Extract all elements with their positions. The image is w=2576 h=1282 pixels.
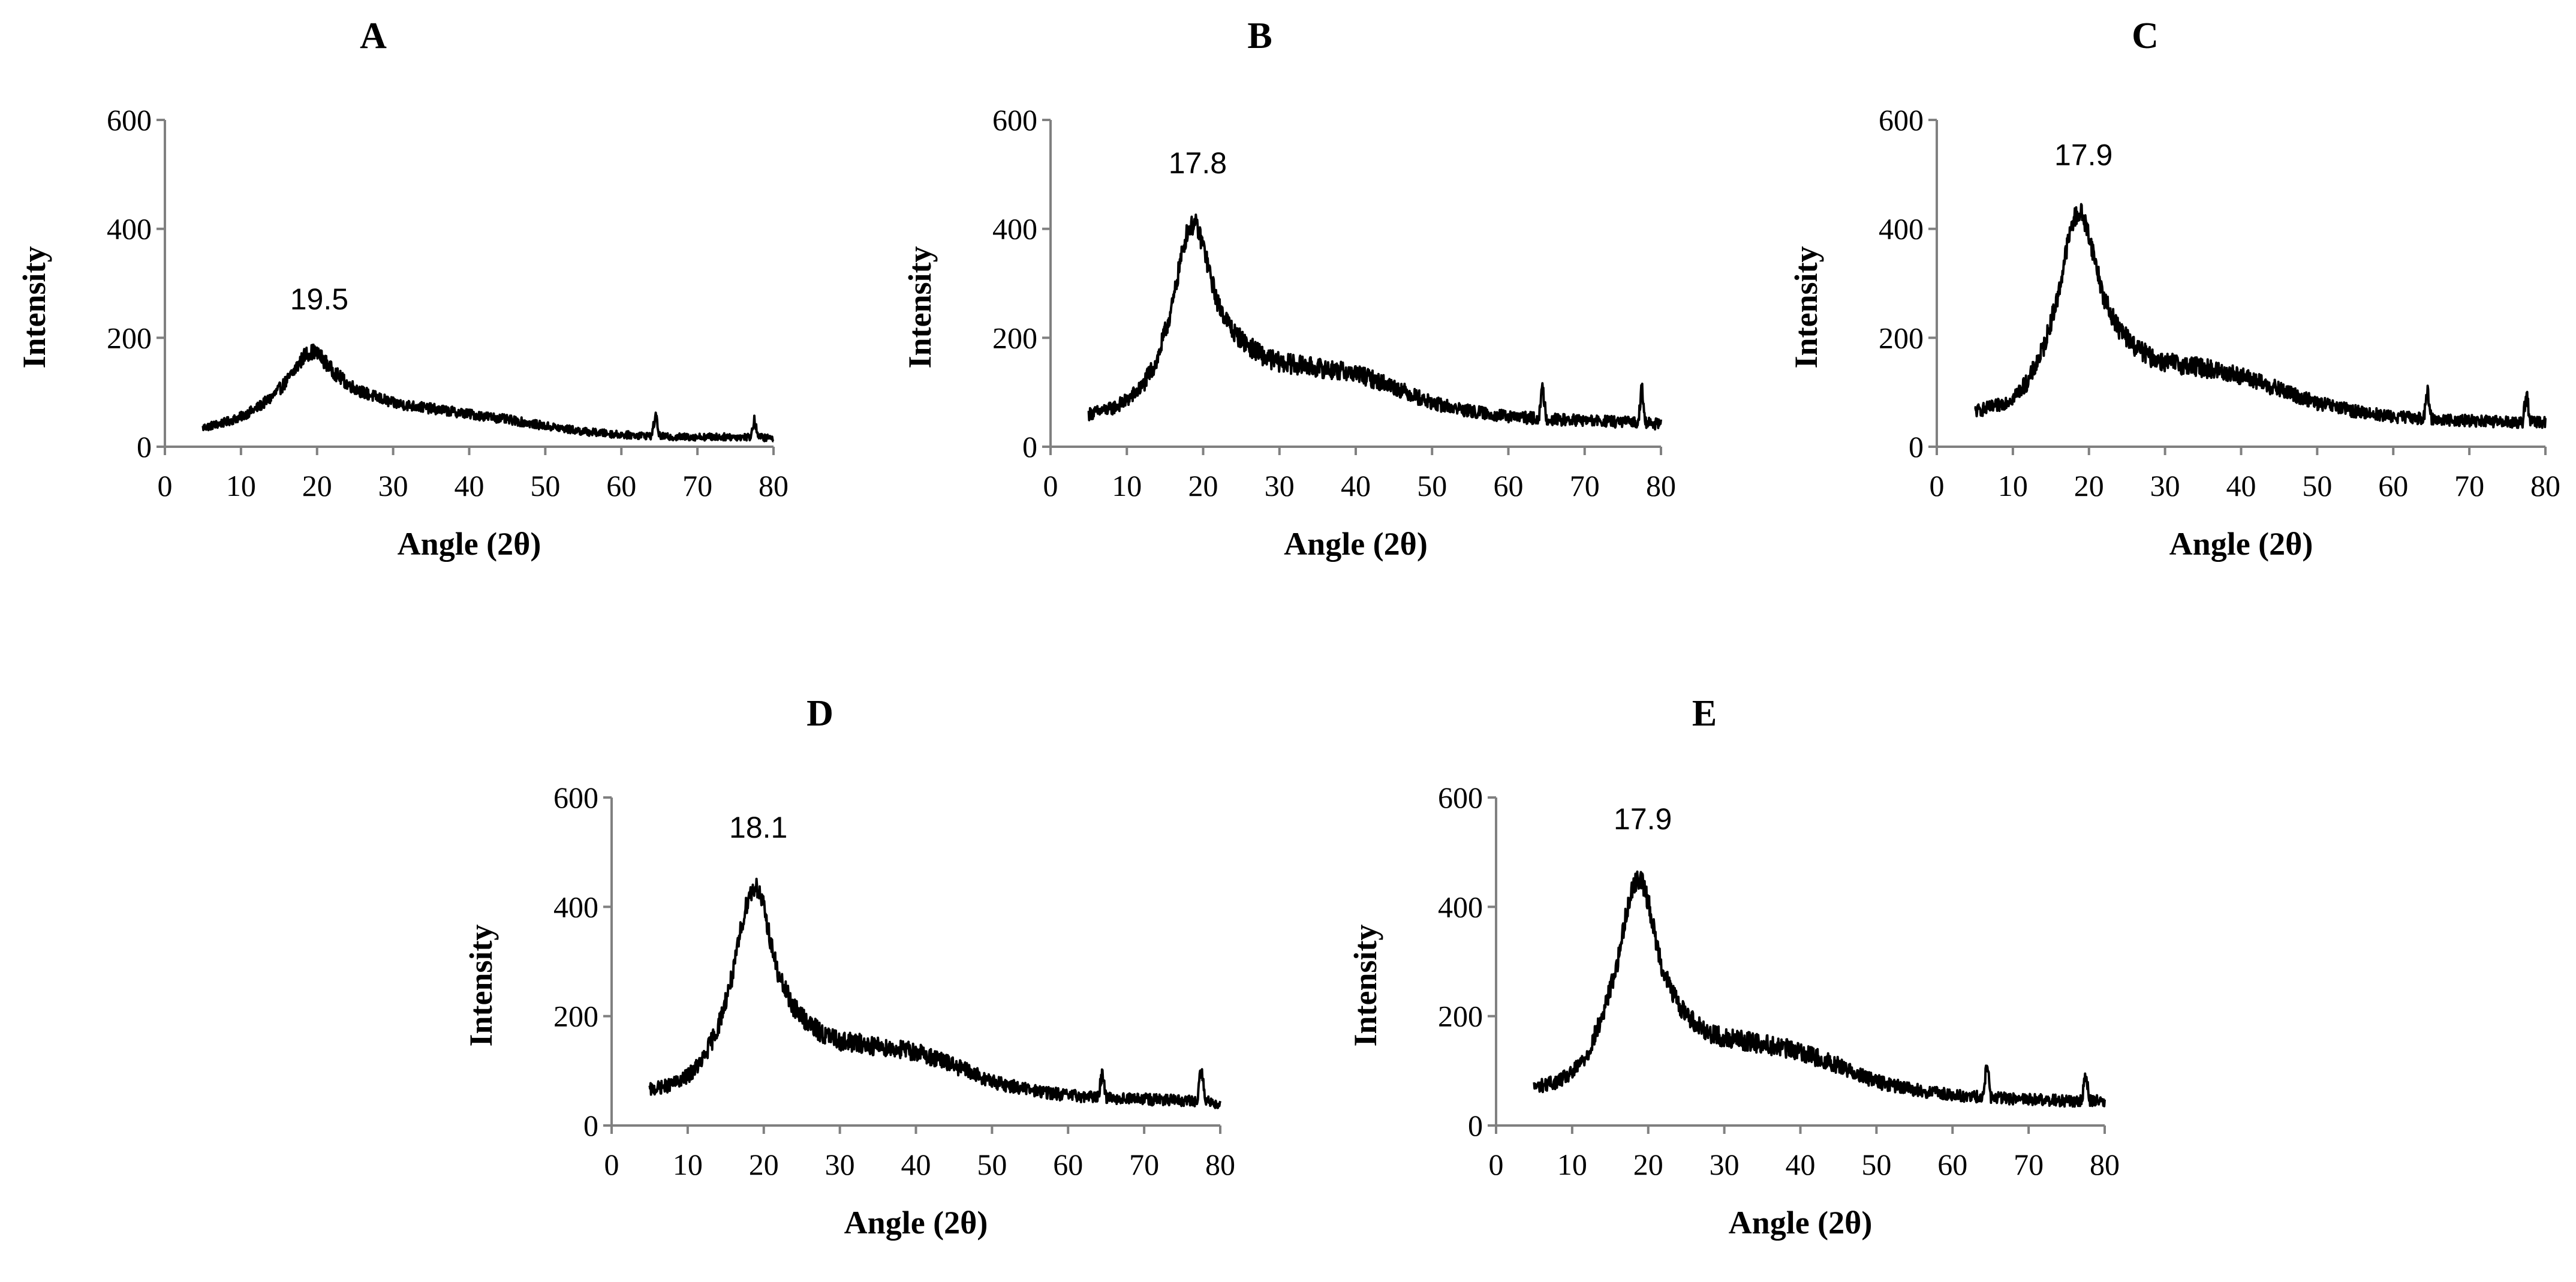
y-tick-label: 600 <box>1438 781 1483 814</box>
xrd-series-line <box>648 877 1221 1109</box>
chart-panel-c: C 0 200 400 600 0 10 20 30 40 50 60 70 80 Angle (2θ) In… <box>1788 16 2560 562</box>
x-tick-label: 40 <box>1341 469 1371 502</box>
x-tick-label: 0 <box>1043 469 1058 502</box>
y-tick-label: 0 <box>1468 1109 1483 1142</box>
x-tick-label: 60 <box>1937 1148 1967 1181</box>
y-tick-label: 200 <box>992 321 1037 354</box>
peak-label: 17.9 <box>1614 802 1672 836</box>
x-tick-label: 70 <box>1129 1148 1159 1181</box>
x-tick-label: 50 <box>1861 1148 1891 1181</box>
x-tick-label: 70 <box>682 469 712 502</box>
x-tick-label: 30 <box>378 469 408 502</box>
x-tick-label: 60 <box>1053 1148 1083 1181</box>
x-axis-title: Angle (2θ) <box>1284 526 1428 562</box>
y-axis-title: Intensity <box>902 246 938 368</box>
x-tick-label: 30 <box>1265 469 1295 502</box>
x-tick-label: 70 <box>1570 469 1600 502</box>
y-tick-label: 200 <box>1438 1000 1483 1033</box>
y-tick-label: 400 <box>992 212 1037 246</box>
x-tick-label: 0 <box>1489 1148 1504 1181</box>
x-tick-label: 20 <box>749 1148 779 1181</box>
x-tick-label: 80 <box>1646 469 1676 502</box>
xrd-series-line <box>1533 870 2106 1108</box>
y-tick-label: 200 <box>553 1000 598 1033</box>
y-tick-label: 400 <box>553 890 598 923</box>
x-tick-label: 70 <box>2014 1148 2044 1181</box>
y-tick-label: 0 <box>583 1109 598 1142</box>
x-tick-label: 0 <box>158 469 173 502</box>
x-tick-label: 50 <box>2302 469 2332 502</box>
x-tick-label: 80 <box>2530 469 2560 502</box>
peak-label: 18.1 <box>729 811 787 844</box>
xrd-series-line <box>1974 203 2547 429</box>
x-axis-title: Angle (2θ) <box>844 1205 988 1241</box>
y-tick-label: 0 <box>1909 430 1924 464</box>
x-tick-label: 80 <box>759 469 789 502</box>
x-tick-label: 80 <box>2090 1148 2120 1181</box>
x-tick-label: 60 <box>606 469 636 502</box>
x-tick-label: 20 <box>1188 469 1218 502</box>
x-tick-label: 0 <box>1930 469 1945 502</box>
y-tick-label: 400 <box>1879 212 1924 246</box>
chart-panel-a: A 0 200 400 600 0 10 20 30 40 50 60 70 80 Angle (2θ) In… <box>16 16 789 562</box>
x-tick-label: 30 <box>825 1148 855 1181</box>
y-axis-title: Intensity <box>463 924 499 1046</box>
x-tick-label: 40 <box>2226 469 2256 502</box>
panel-title: B <box>1247 16 1272 56</box>
x-tick-label: 20 <box>302 469 332 502</box>
x-tick-label: 70 <box>2454 469 2484 502</box>
xrd-series-line <box>1087 213 1662 431</box>
panel-title: C <box>2132 16 2159 56</box>
x-tick-label: 30 <box>2150 469 2180 502</box>
peak-label: 19.5 <box>290 282 348 316</box>
x-tick-label: 60 <box>2378 469 2408 502</box>
panel-title: A <box>360 16 387 56</box>
x-tick-label: 80 <box>1205 1148 1235 1181</box>
y-tick-label: 600 <box>553 781 598 814</box>
x-tick-label: 20 <box>2074 469 2104 502</box>
chart-panel-e: E 0 200 400 600 0 10 20 30 40 50 60 70 80 Angle (2θ) In… <box>1347 693 2120 1241</box>
y-tick-label: 400 <box>107 212 152 246</box>
xrd-series-line <box>201 344 775 443</box>
x-tick-label: 0 <box>604 1148 619 1181</box>
y-tick-label: 200 <box>1879 321 1924 354</box>
x-tick-label: 50 <box>977 1148 1007 1181</box>
x-tick-label: 10 <box>1112 469 1142 502</box>
y-tick-label: 600 <box>992 103 1037 137</box>
y-tick-label: 600 <box>107 103 152 137</box>
panel-title: E <box>1692 693 1717 734</box>
x-axis-title: Angle (2θ) <box>1729 1205 1873 1241</box>
chart-panel-d: D 0 200 400 600 0 10 20 30 40 50 60 70 80 Angle (2θ) In… <box>463 693 1235 1241</box>
x-tick-label: 10 <box>673 1148 703 1181</box>
y-tick-label: 0 <box>1022 430 1037 464</box>
y-axis-title: Intensity <box>1347 924 1383 1046</box>
y-axis-title: Intensity <box>1788 246 1824 368</box>
y-tick-label: 200 <box>107 321 152 354</box>
peak-label: 17.9 <box>2054 138 2112 171</box>
panel-title: D <box>806 693 833 734</box>
y-tick-label: 0 <box>137 430 152 464</box>
x-axis-title: Angle (2θ) <box>398 526 541 562</box>
x-tick-label: 40 <box>1786 1148 1816 1181</box>
y-tick-label: 400 <box>1438 890 1483 923</box>
x-tick-label: 60 <box>1494 469 1524 502</box>
x-axis-title: Angle (2θ) <box>2169 526 2313 562</box>
x-tick-label: 40 <box>455 469 484 502</box>
x-tick-label: 50 <box>1417 469 1447 502</box>
y-tick-label: 600 <box>1879 103 1924 137</box>
x-tick-label: 30 <box>1710 1148 1740 1181</box>
x-tick-label: 50 <box>530 469 560 502</box>
x-tick-label: 10 <box>1557 1148 1587 1181</box>
x-tick-label: 20 <box>1633 1148 1663 1181</box>
x-tick-label: 10 <box>1998 469 2028 502</box>
x-tick-label: 10 <box>226 469 256 502</box>
chart-panel-b: B 0 200 400 600 0 10 20 30 40 50 60 70 80 Angle (2θ) In… <box>902 16 1676 562</box>
peak-label: 17.8 <box>1169 146 1227 180</box>
x-tick-label: 40 <box>901 1148 931 1181</box>
y-axis-title: Intensity <box>16 246 52 368</box>
